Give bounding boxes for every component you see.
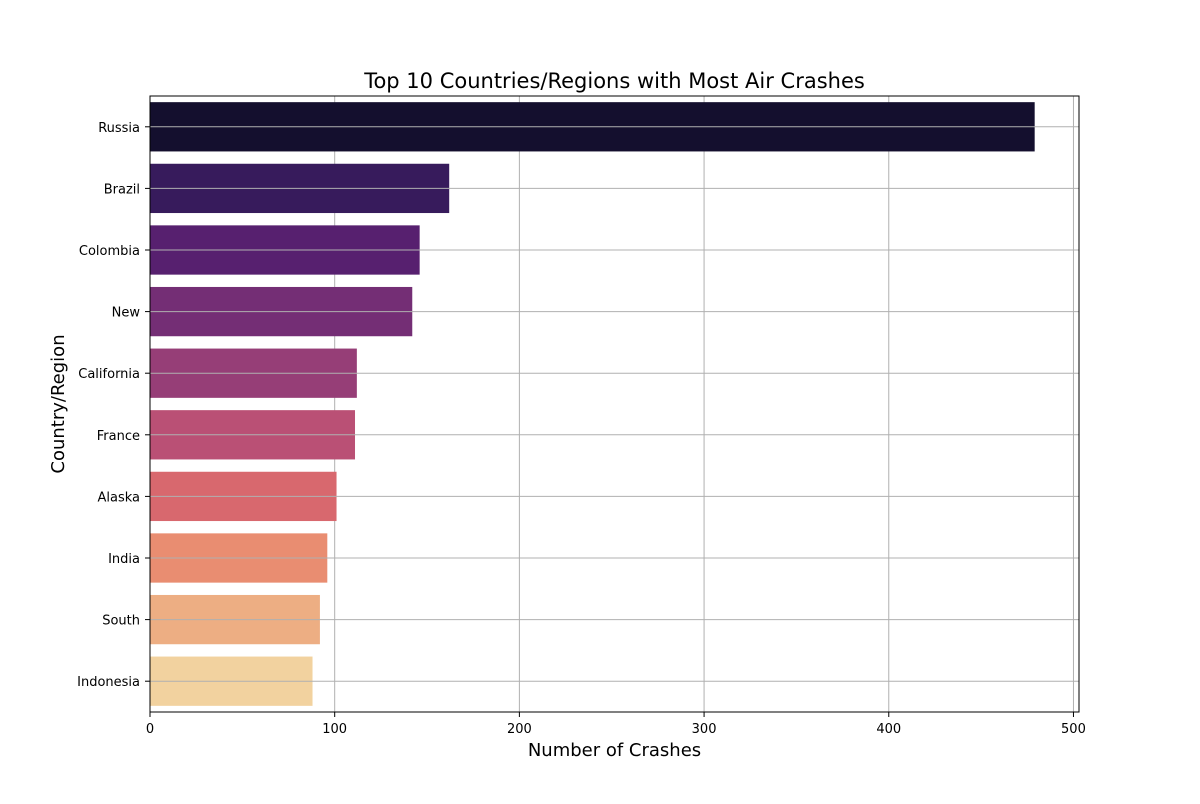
y-tick-label: Colombia: [79, 244, 140, 259]
bars: [150, 102, 1035, 706]
y-tick-label: Indonesia: [77, 675, 140, 690]
y-tick-label: California: [78, 367, 140, 382]
y-tick-label: Brazil: [104, 182, 140, 197]
y-tick-label: New: [112, 306, 141, 321]
chart-title: Top 10 Countries/Regions with Most Air C…: [363, 69, 865, 93]
y-tick-label: France: [97, 429, 140, 444]
x-axis-label: Number of Crashes: [528, 740, 701, 761]
y-tick-label: Russia: [98, 121, 140, 136]
y-axis-ticks: Russia Brazil Colombia New California France A…: [77, 121, 150, 690]
x-tick-label: 200: [507, 722, 532, 737]
x-tick-label: 100: [322, 722, 347, 737]
y-tick-label: Alaska: [97, 490, 140, 505]
x-tick-label: 500: [1061, 722, 1086, 737]
y-axis-label: Country/Region: [48, 334, 69, 473]
x-axis-ticks: 0 100 200 300 400 500: [146, 712, 1086, 737]
y-tick-label: South: [102, 614, 140, 629]
plot-frame: [149, 95, 1080, 713]
x-tick-label: 0: [146, 722, 154, 737]
y-tick-label: India: [108, 552, 140, 567]
x-tick-label: 300: [692, 722, 717, 737]
x-tick-label: 400: [876, 722, 901, 737]
category-grid-lines: [150, 126, 1079, 682]
